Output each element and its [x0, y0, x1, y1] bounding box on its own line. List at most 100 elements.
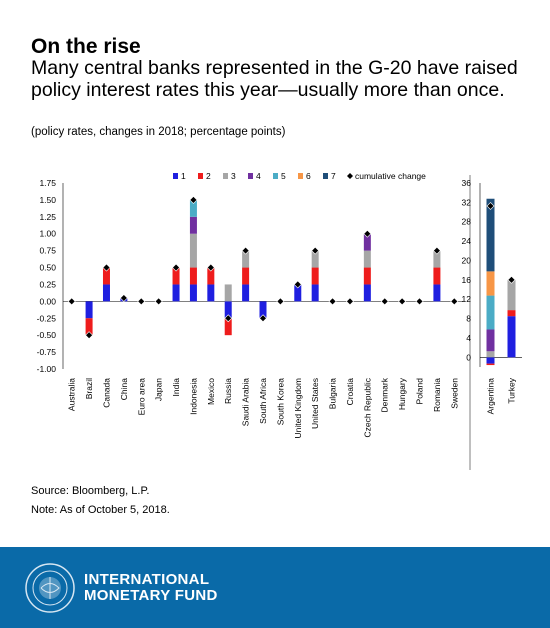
main-cumulative-marker: [85, 331, 94, 340]
main-ytick-label: -1.00: [37, 364, 57, 374]
inset-cumulative-marker: [507, 275, 516, 284]
main-category-label: Denmark: [380, 377, 390, 412]
main-category-label: India: [171, 378, 181, 397]
main-cumulative-marker: [189, 195, 198, 204]
main-category-label: China: [119, 378, 129, 400]
main-ytick-label: -0.75: [37, 347, 57, 357]
main-bar-segment: [189, 216, 197, 234]
legend-label: 6: [306, 171, 311, 181]
main-cumulative-marker: [311, 246, 320, 255]
inset-ytick-label: 32: [462, 197, 472, 207]
main-cumulative-marker: [398, 297, 407, 306]
inset-ytick-label: 16: [462, 275, 472, 285]
main-cumulative-marker: [380, 297, 389, 306]
source-note: Source: Bloomberg, L.P.: [31, 485, 150, 497]
main-cumulative-marker: [137, 297, 146, 306]
inset-bar-segment: [507, 316, 516, 358]
main-cumulative-marker: [346, 297, 354, 306]
main-cumulative-marker: [450, 297, 459, 306]
main-bar-segment: [172, 284, 180, 302]
brand-line-2: MONETARY FUND: [84, 587, 218, 604]
legend-swatch: [248, 173, 253, 179]
main-cumulative-marker: [102, 263, 111, 272]
main-cumulative-marker: [276, 297, 285, 306]
main-ytick-label: 1.75: [39, 178, 56, 188]
main-bar-segment: [259, 301, 267, 319]
main-category-label: Russia: [223, 378, 233, 404]
legend-label: 7: [331, 171, 336, 181]
main-bar-segment: [433, 250, 441, 268]
inset-ytick-label: 28: [462, 217, 472, 227]
imf-wordmark: INTERNATIONAL MONETARY FUND: [84, 572, 218, 604]
inset-bar-segment: [486, 357, 495, 364]
main-bar-segment: [363, 284, 371, 302]
main-ytick-label: 0.00: [39, 296, 56, 306]
brand-line-1: INTERNATIONAL: [84, 571, 210, 588]
main-category-label: Euro area: [136, 378, 146, 416]
legend-label: 5: [281, 171, 286, 181]
legend-swatch: [223, 173, 228, 179]
main-bar-segment: [85, 318, 93, 336]
inset-bar-segment: [486, 329, 495, 352]
main-category-label: South Korea: [275, 378, 285, 426]
inset-bar-segment: [486, 363, 495, 366]
main-category-label: United Kingdom: [293, 378, 303, 438]
inset-category-label: Turkey: [507, 377, 517, 403]
imf-seal-logo: [25, 563, 75, 613]
legend-marker: [347, 173, 353, 179]
main-bar-segment: [189, 233, 197, 268]
imf-footer-band: INTERNATIONAL MONETARY FUND: [0, 547, 550, 628]
main-cumulative-marker: [224, 314, 233, 323]
main-bar-segment: [207, 284, 215, 302]
main-bar-segment: [102, 267, 110, 285]
main-cumulative-marker: [172, 263, 180, 272]
main-ytick-label: 1.00: [39, 229, 56, 239]
chart-subtitle: Many central banks represented in the G-…: [31, 57, 518, 101]
units-note: (policy rates, changes in 2018; percenta…: [31, 126, 286, 138]
legend-swatch: [323, 173, 328, 179]
main-category-label: Poland: [415, 378, 425, 405]
legend-label: 2: [206, 171, 211, 181]
inset-ytick-label: 4: [466, 333, 471, 343]
main-bar-segment: [242, 250, 250, 268]
inset-ytick-label: 24: [462, 236, 472, 246]
legend-swatch: [273, 173, 278, 179]
inset-bar-segment: [507, 279, 516, 311]
inset-cumulative-marker: [486, 202, 495, 210]
legend-swatch: [298, 173, 303, 179]
main-cumulative-marker: [363, 229, 372, 238]
main-bar-segment: [224, 301, 232, 319]
main-category-label: Indonesia: [188, 378, 198, 415]
legend-swatch: [198, 173, 203, 179]
main-bar-segment: [433, 267, 441, 285]
main-cumulative-marker: [328, 297, 337, 306]
main-category-label: Australia: [67, 378, 77, 411]
main-category-label: Saudi Arabia: [241, 378, 251, 426]
main-bar-segment: [207, 267, 215, 285]
legend-label: 4: [256, 171, 261, 181]
main-ytick-label: 1.25: [39, 212, 56, 222]
main-bar-segment: [363, 233, 371, 251]
main-cumulative-marker: [293, 280, 302, 289]
main-bar-segment: [172, 267, 180, 285]
inset-ytick-label: 12: [462, 294, 472, 304]
legend-label: cumulative change: [355, 171, 426, 181]
legend-label: 3: [231, 171, 236, 181]
main-bar-segment: [363, 267, 371, 285]
main-category-label: Mexico: [206, 378, 216, 405]
main-bar-segment: [189, 284, 197, 302]
main-cumulative-marker: [259, 314, 267, 323]
main-cumulative-marker: [206, 263, 215, 272]
main-bar-segment: [433, 284, 441, 302]
main-category-label: United States: [310, 378, 320, 429]
inset-bar-segment: [486, 271, 495, 296]
main-cumulative-marker: [432, 246, 441, 255]
main-category-label: Hungary: [397, 377, 407, 410]
legend-swatch: [173, 173, 178, 179]
main-cumulative-marker: [119, 294, 128, 302]
main-cumulative-marker: [241, 246, 250, 255]
main-bar-segment: [311, 250, 319, 268]
inset-ytick-label: 36: [462, 178, 472, 188]
main-bar-segment: [294, 284, 302, 302]
